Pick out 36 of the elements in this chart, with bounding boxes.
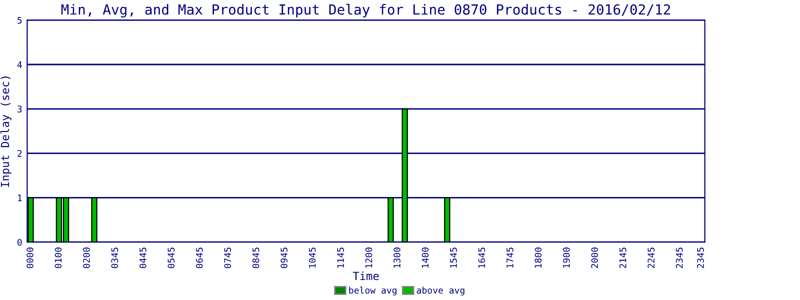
x-tick-label: 1745 (506, 248, 514, 268)
x-tick-label: 1645 (478, 248, 486, 268)
legend-label: below avg (349, 286, 396, 296)
y-tick-label: 4 (17, 61, 22, 68)
x-tick-label: 2245 (648, 248, 655, 268)
x-tick-label: 0345 (111, 248, 118, 268)
x-tick-label: 2345 (697, 248, 704, 268)
x-tick-label: 0445 (139, 248, 146, 268)
x-tick-label: 2145 (619, 248, 626, 268)
x-axis-title: Time (352, 272, 379, 280)
x-tick-label: 1200 (365, 248, 372, 268)
x-tick-label: 1545 (450, 248, 457, 268)
x-tick-label: 1900 (562, 248, 570, 268)
x-tick-label: 0100 (54, 248, 62, 268)
x-tick-label: 0945 (280, 248, 288, 268)
x-tick-label: 1045 (308, 248, 316, 268)
x-tick-label: 2345 (676, 248, 683, 268)
x-tick-label: 0200 (83, 248, 90, 268)
x-tick-label: 0645 (196, 248, 203, 268)
x-tick-label: 1300 (394, 248, 400, 268)
x-tick-label: 1400 (422, 248, 429, 268)
y-axis-title: Input Delay (sec) (0, 76, 12, 187)
x-tick-label: 0745 (224, 248, 232, 268)
y-tick-label: 3 (18, 106, 22, 112)
legend-label: above avg (416, 286, 464, 296)
y-tick-label: 2 (18, 150, 22, 157)
y-tick-label: 1 (18, 194, 22, 202)
x-tick-label: 2000 (591, 248, 598, 268)
chart-title: Min, Avg, and Max Product Input Delay for Line 0870 Products - 2016/02/12 (61, 4, 670, 18)
x-tick-label: 0545 (168, 248, 175, 268)
x-tick-label: 1800 (534, 248, 542, 268)
x-tick-label: 1145 (337, 248, 344, 268)
x-tick-label: 0000 (26, 248, 34, 268)
x-tick-label: 0845 (252, 248, 260, 268)
y-tick-label: 5 (18, 16, 22, 24)
y-tick-label: 0 (17, 238, 22, 246)
